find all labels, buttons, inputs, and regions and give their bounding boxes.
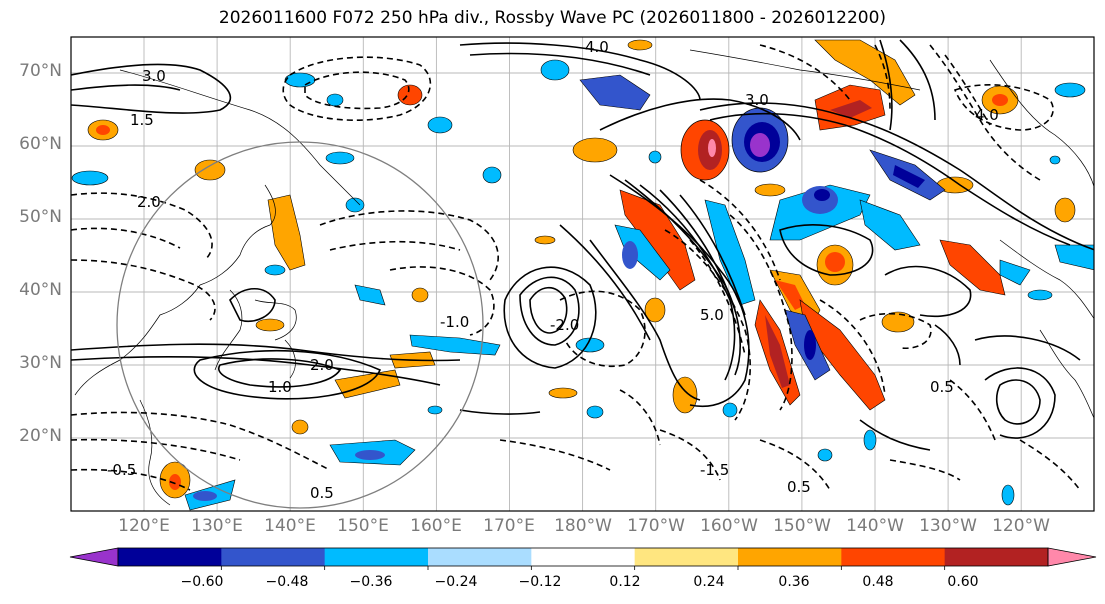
contour-label: -1.5 [700,461,729,479]
colorbar-swatch [531,548,636,566]
colorbar-swatch [221,548,326,566]
lon-label: 120°W [992,516,1050,536]
contour-label: 2.0 [137,193,161,211]
contour-label: 4.0 [975,106,999,124]
lon-label: 130°E [191,516,243,536]
colorbar-swatch [944,548,1049,566]
lon-label: 130°W [919,516,977,536]
lon-label: 140°W [846,516,904,536]
colorbar-swatch [428,548,532,566]
contour-label-group: 4.0 3.0 2.0 1.5 1.0 0.5 -0.5 -1.0 -1.5 -… [107,38,999,502]
contour-label: 2.0 [310,356,334,374]
colorbar-tick-label: −0.12 [518,574,562,590]
positive-contours [71,39,1094,451]
colorbar-tick-label: 0.60 [947,574,979,590]
lat-label-50n: 50°N [19,207,62,227]
lat-label-30n: 30°N [19,353,62,373]
coastlines [74,49,1094,506]
negative-contours [71,44,1081,491]
colorbar-swatch [841,548,946,566]
contour-label: -1.0 [440,313,469,331]
contour-label: 1.5 [130,111,154,129]
contour-label: 3.0 [745,91,769,109]
lon-label: 170°E [483,516,535,536]
colorbar-tick-label: −0.24 [434,574,478,590]
lon-label: 160°W [700,516,758,536]
colorbar-tick-label: 0.12 [609,574,641,590]
contour-label: -0.5 [107,461,136,479]
contour-label: 4.0 [585,38,609,56]
colorbar [69,547,1097,570]
colorbar-max-extension [1047,547,1097,567]
figure-title: 2026011600 F072 250 hPa div., Rossby Wav… [218,8,887,28]
colorbar-swatch [738,548,842,566]
colorbar-tick-label: 0.36 [778,574,810,590]
lon-label: 150°W [773,516,831,536]
colorbar-tick-label: −0.60 [180,574,224,590]
contour-label: 3.0 [142,67,166,85]
lon-label: 140°E [264,516,316,536]
lon-label: 180°W [554,516,612,536]
colorbar-tick-label: 0.48 [862,574,894,590]
contour-label: 1.0 [268,378,292,396]
colorbar-swatch [634,548,739,566]
colorbar-outline [117,547,1049,567]
lat-label-20n: 20°N [19,426,62,446]
lon-label: 150°E [337,516,389,536]
colorbar-tick-label: −0.48 [265,574,309,590]
lat-label-40n: 40°N [19,280,62,300]
colorbar-tick-label: 0.24 [693,574,725,590]
colorbar-min-extension [69,547,119,567]
lat-label-70n: 70°N [19,61,62,81]
lon-label: 120°E [118,516,170,536]
contour-label: 0.5 [310,484,334,502]
contour-label: 5.0 [700,306,724,324]
map-frame [70,36,1095,512]
contour-label: 0.5 [930,378,954,396]
divergence-shading [87,39,1076,499]
lat-label-60n: 60°N [19,134,62,154]
colorbar-tick-label: −0.36 [349,574,393,590]
colorbar-swatch [324,548,429,566]
convergence-shading [71,59,1094,511]
lon-label: 170°W [627,516,685,536]
reference-circle [116,141,484,509]
contour-label: 0.5 [787,478,811,496]
lon-label: 160°E [410,516,462,536]
colorbar-swatch [118,548,222,566]
contour-label: -2.0 [550,316,579,334]
